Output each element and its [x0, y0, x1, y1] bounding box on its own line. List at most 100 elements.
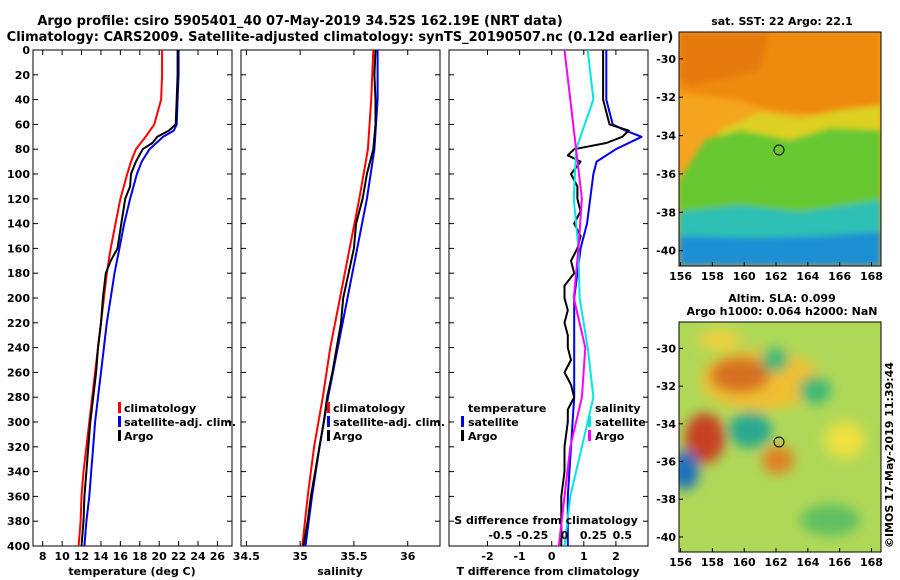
- depth-tick-label: 160: [7, 242, 30, 255]
- legend-label-climatology: climatology: [333, 402, 405, 415]
- temperature-line-argo: [80, 50, 179, 547]
- map-lat-tick-label: -40: [656, 245, 676, 258]
- depth-tick-label: 260: [7, 366, 30, 379]
- sla-map-frame: [678, 321, 882, 553]
- difference-x-tick-label: 1: [580, 550, 588, 563]
- title-line-2: Climatology: CARS2009. Satellite-adjuste…: [7, 30, 674, 45]
- depth-tick-label: 40: [15, 94, 31, 107]
- sst-float-marker: [773, 144, 785, 156]
- sst-cyan-band: [679, 200, 881, 242]
- map-lat-tick-label: -32: [656, 91, 676, 104]
- salinity-x-tick-label: 35: [293, 550, 308, 563]
- map-lon-tick-label: 160: [733, 556, 756, 569]
- legend-swatch-s-argo: [588, 430, 591, 441]
- depth-tick-label: 120: [7, 193, 30, 206]
- depth-tick-label: 340: [7, 466, 30, 479]
- legend-title-salinity: salinity: [595, 402, 641, 415]
- temperature-x-label: temperature (deg C): [68, 565, 195, 578]
- s-difference-x-tick-label: 0.25: [580, 529, 607, 542]
- temperature-x-axis: 8 10 12 14 16 18 20 22 24 26: [39, 50, 226, 563]
- temperature-legend: climatology satellite-adj. clim. Argo: [118, 402, 236, 443]
- difference-x-tick-label: 0: [548, 550, 556, 563]
- difference-x-axis: -2 -1 0 1 2: [481, 50, 620, 563]
- s-difference-x-tick-label: 0: [561, 529, 569, 542]
- map-lat-tick-label: -34: [656, 130, 676, 143]
- salinity-x-label: salinity: [317, 565, 363, 578]
- sst-warmest-zone: [679, 32, 770, 85]
- depth-tick-label: 60: [15, 118, 31, 131]
- salinity-line-argo: [302, 49, 377, 547]
- map-lon-tick-label: 156: [669, 270, 692, 283]
- sla-map-axes: 156 158 160 162 164 166 168 -30 -32 -34 -36 -38 -40: [656, 342, 883, 569]
- legend-label-climatology: climatology: [124, 402, 196, 415]
- map-lat-tick-label: -40: [656, 531, 676, 544]
- legend-label-t-satellite: satellite: [468, 416, 519, 429]
- depth-tick-label: 320: [7, 441, 30, 454]
- map-lon-tick-label: 168: [860, 270, 883, 283]
- legend-label-s-argo: Argo: [595, 430, 625, 443]
- legend-swatch-s-satellite: [588, 416, 591, 427]
- credit-text: ©IMOS 17-May-2019 11:39:44: [883, 362, 896, 548]
- map-lat-tick-label: -34: [656, 418, 676, 431]
- sla-low-3: [799, 376, 831, 404]
- difference-x-tick-label: 2: [612, 550, 620, 563]
- salinity-x-tick-label: 36: [400, 550, 416, 563]
- depth-tick-label: 400: [7, 540, 30, 553]
- depth-tick-label: 20: [15, 69, 31, 82]
- difference-x-tick-label: -2: [481, 550, 493, 563]
- depth-tick-label: 280: [7, 391, 30, 404]
- temperature-x-tick-label: 18: [132, 550, 147, 563]
- temperature-x-tick-label: 26: [210, 550, 226, 563]
- sst-map-axes: 156 158 160 162 164 166 168 -30 -32 -34 -36 -38 -40: [656, 53, 883, 283]
- map-lat-tick-label: -38: [656, 493, 676, 506]
- depth-tick-label: 360: [7, 490, 30, 503]
- salinity-x-tick-label: 34.5: [233, 550, 260, 563]
- s-difference-x-tick-label: -0.25: [517, 529, 549, 542]
- legend-swatch-climatology: [118, 402, 121, 413]
- map-lon-tick-label: 168: [860, 556, 883, 569]
- map-lon-tick-label: 160: [733, 270, 756, 283]
- temperature-panel-frame: [32, 49, 233, 547]
- legend-label-argo: Argo: [124, 430, 154, 443]
- legend-swatch-satellite-adj: [327, 416, 330, 427]
- depth-tick-label: 200: [7, 292, 30, 305]
- difference-line-temperature-argo: [560, 50, 630, 546]
- depth-tick-label: 80: [15, 143, 31, 156]
- depth-tick-label: 140: [7, 218, 30, 231]
- depth-tick-label: 0: [22, 44, 30, 57]
- difference-line-salinity-satellite: [563, 49, 595, 547]
- sla-low-1: [728, 412, 772, 448]
- sla-float-marker: [773, 436, 785, 448]
- sla-low-2: [761, 348, 789, 372]
- sla-high-4: [825, 422, 865, 458]
- depth-tick-label: 220: [7, 317, 30, 330]
- salinity-x-tick-label: 35.5: [340, 550, 367, 563]
- s-difference-x-tick-label: -0.5: [488, 529, 512, 542]
- sst-map-title: sat. SST: 22 Argo: 22.1: [711, 15, 853, 28]
- depth-tick-label: 240: [7, 342, 30, 355]
- difference-x-tick-label: -1: [513, 550, 525, 563]
- sst-blue-band: [679, 232, 881, 266]
- depth-tick-label: 180: [7, 267, 30, 280]
- map-lon-tick-label: 166: [828, 270, 851, 283]
- map-lon-tick-label: 164: [796, 556, 819, 569]
- map-lat-tick-label: -30: [656, 342, 676, 355]
- map-lat-tick-label: -32: [656, 380, 676, 393]
- temperature-x-tick-label: 22: [171, 550, 186, 563]
- s-difference-x-axis: -0.5 -0.25 0 0.25 0.5: [488, 529, 632, 542]
- legend-swatch-argo: [118, 430, 121, 441]
- sla-high-2: [685, 413, 725, 463]
- legend-label-satellite-adj: satellite-adj. clim.: [333, 416, 445, 429]
- temperature-x-tick-label: 16: [113, 550, 129, 563]
- sst-field: [679, 32, 881, 266]
- sst-map-frame: [678, 31, 882, 267]
- sla-field: [679, 330, 865, 536]
- map-lon-tick-label: 166: [828, 556, 851, 569]
- salinity-x-axis: 34.5 35 35.5 36: [233, 50, 416, 563]
- depth-tick-label: 100: [7, 168, 30, 181]
- salinity-legend: climatology satellite-adj. clim. Argo: [327, 402, 445, 443]
- map-lon-tick-label: 156: [669, 556, 692, 569]
- legend-swatch-argo: [327, 430, 330, 441]
- salinity-line-satellite-adj-clim-: [304, 50, 379, 547]
